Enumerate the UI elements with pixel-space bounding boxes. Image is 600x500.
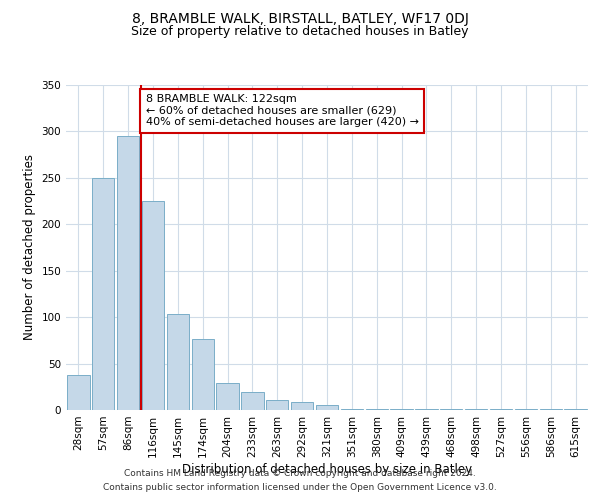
Bar bbox=[92, 178, 115, 410]
Bar bbox=[565, 409, 587, 410]
Bar bbox=[217, 383, 239, 410]
Bar bbox=[440, 409, 463, 410]
Text: 8 BRAMBLE WALK: 122sqm
← 60% of detached houses are smaller (629)
40% of semi-de: 8 BRAMBLE WALK: 122sqm ← 60% of detached… bbox=[146, 94, 419, 128]
Text: 8, BRAMBLE WALK, BIRSTALL, BATLEY, WF17 0DJ: 8, BRAMBLE WALK, BIRSTALL, BATLEY, WF17 … bbox=[131, 12, 469, 26]
Bar bbox=[415, 409, 437, 410]
Bar bbox=[191, 340, 214, 410]
Bar bbox=[167, 314, 189, 410]
Y-axis label: Number of detached properties: Number of detached properties bbox=[23, 154, 36, 340]
Text: Contains public sector information licensed under the Open Government Licence v3: Contains public sector information licen… bbox=[103, 484, 497, 492]
Bar bbox=[365, 409, 388, 410]
Bar bbox=[539, 409, 562, 410]
Bar bbox=[117, 136, 139, 410]
Bar bbox=[291, 402, 313, 410]
Bar bbox=[515, 409, 537, 410]
Bar bbox=[391, 409, 413, 410]
Bar bbox=[241, 392, 263, 410]
Text: Size of property relative to detached houses in Batley: Size of property relative to detached ho… bbox=[131, 25, 469, 38]
Bar bbox=[142, 201, 164, 410]
Bar bbox=[316, 406, 338, 410]
Text: Contains HM Land Registry data © Crown copyright and database right 2024.: Contains HM Land Registry data © Crown c… bbox=[124, 468, 476, 477]
Bar bbox=[266, 400, 289, 410]
Bar bbox=[341, 409, 363, 410]
Bar bbox=[465, 409, 487, 410]
Bar bbox=[67, 374, 89, 410]
X-axis label: Distribution of detached houses by size in Batley: Distribution of detached houses by size … bbox=[182, 462, 472, 475]
Bar bbox=[490, 409, 512, 410]
